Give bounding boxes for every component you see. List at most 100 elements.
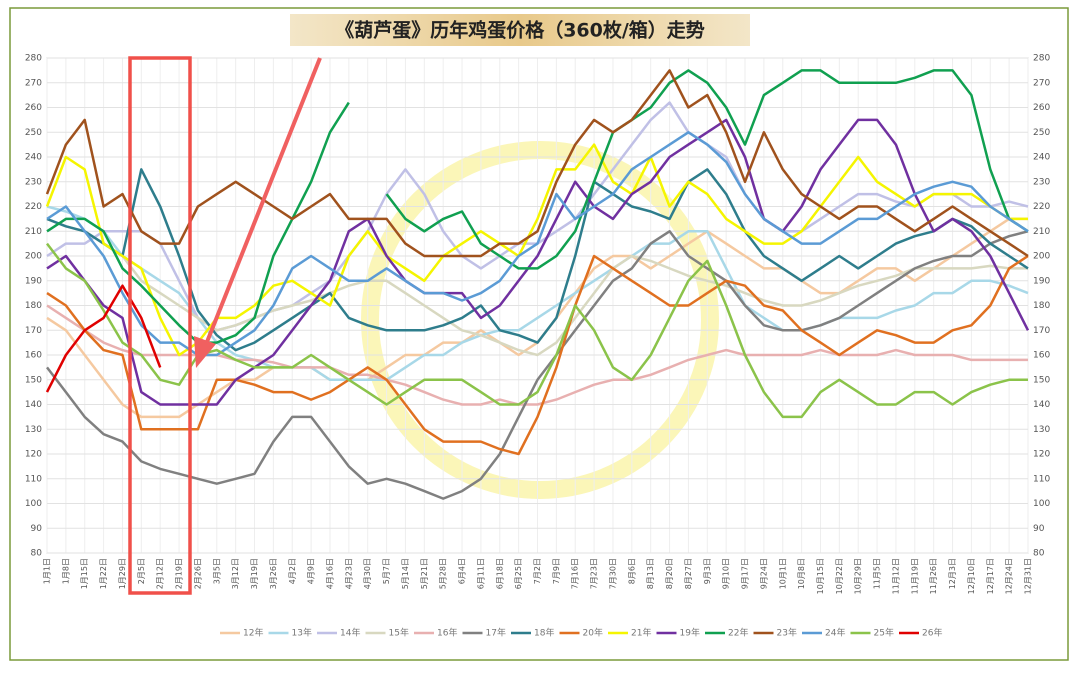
y-tick-label: 100 bbox=[25, 499, 42, 509]
y-tick-label: 140 bbox=[25, 400, 42, 410]
x-tick-label: 5月21日 bbox=[420, 558, 429, 589]
y2-tick-label: 220 bbox=[1033, 202, 1050, 212]
x-tick-label: 4月9日 bbox=[307, 558, 316, 584]
y2-tick-label: 150 bbox=[1033, 375, 1050, 385]
arrow-head bbox=[194, 336, 216, 368]
y2-tick-label: 180 bbox=[1033, 301, 1050, 311]
x-tick-label: 2月19日 bbox=[175, 558, 184, 589]
x-tick-label: 11月19日 bbox=[910, 558, 919, 594]
x-tick-label: 8月6日 bbox=[627, 558, 636, 584]
x-tick-label: 2月26日 bbox=[193, 558, 202, 589]
y2-tick-label: 270 bbox=[1033, 78, 1050, 88]
y2-tick-label: 240 bbox=[1033, 153, 1050, 163]
series-line bbox=[45, 143, 1028, 357]
x-tick-label: 4月23日 bbox=[344, 558, 353, 589]
y-tick-label: 190 bbox=[25, 276, 42, 286]
series-line bbox=[46, 242, 1028, 419]
x-tick-label: 8月13日 bbox=[646, 558, 655, 589]
legend-label: 12年 bbox=[243, 627, 263, 639]
x-tick-label: 8月27日 bbox=[684, 558, 693, 589]
legend-label: 14年 bbox=[340, 627, 360, 639]
legend-label: 19年 bbox=[680, 627, 700, 639]
x-tick-label: 11月5日 bbox=[873, 558, 882, 589]
y-tick-label: 150 bbox=[25, 375, 42, 385]
plot: 80 80 90 90 100 100 110 110 120 120 130 130 140 140 15… bbox=[25, 54, 1051, 639]
x-tick-label: 9月17日 bbox=[741, 558, 750, 589]
chart-title: 《葫芦蛋》历年鸡蛋价格（360枚/箱）走势 bbox=[335, 19, 705, 42]
x-tick-label: 6月11日 bbox=[476, 558, 485, 589]
x-tick-label: 10月29日 bbox=[854, 558, 863, 594]
x-tick-label: 4月30日 bbox=[363, 558, 372, 589]
y-tick-label: 210 bbox=[25, 227, 42, 237]
legend-label: 20年 bbox=[583, 627, 603, 639]
legend-label: 18年 bbox=[534, 627, 554, 639]
x-tick-label: 1月29日 bbox=[118, 558, 127, 589]
x-tick-label: 1月8日 bbox=[61, 558, 70, 584]
x-tick-label: 6月4日 bbox=[458, 558, 467, 584]
y2-tick-label: 170 bbox=[1033, 326, 1050, 336]
y2-tick-label: 140 bbox=[1033, 400, 1050, 410]
y2-tick-label: 230 bbox=[1033, 177, 1050, 187]
legend-label: 24年 bbox=[825, 627, 845, 639]
x-tick-label: 10月8日 bbox=[797, 558, 806, 589]
y-tick-label: 110 bbox=[25, 474, 42, 484]
frame bbox=[9, 7, 1069, 661]
x-tick-label: 9月3日 bbox=[703, 558, 712, 584]
x-tick-label: 11月12日 bbox=[891, 558, 900, 594]
y2-tick-label: 130 bbox=[1033, 425, 1050, 435]
x-tick-label: 5月14日 bbox=[401, 558, 410, 589]
y2-tick-label: 160 bbox=[1033, 351, 1050, 361]
y-tick-label: 120 bbox=[25, 450, 42, 460]
legend-label: 17年 bbox=[486, 627, 506, 639]
x-tick-label: 7月2日 bbox=[533, 558, 542, 584]
y-tick-label: 230 bbox=[25, 177, 42, 187]
x-tick-label: 3月12日 bbox=[231, 558, 240, 589]
y-tick-label: 240 bbox=[25, 153, 42, 163]
legend-label: 23年 bbox=[777, 627, 797, 639]
y2-tick-label: 190 bbox=[1033, 276, 1050, 286]
x-tick-label: 7月23日 bbox=[590, 558, 599, 589]
x-tick-label: 10月1日 bbox=[778, 558, 787, 589]
x-tick-label: 6月18日 bbox=[495, 558, 504, 589]
x-tick-label: 5月28日 bbox=[439, 558, 448, 589]
y-tick-label: 130 bbox=[25, 425, 42, 435]
x-tick-label: 4月2日 bbox=[288, 558, 297, 584]
y-tick-label: 280 bbox=[25, 54, 42, 64]
x-tick-label: 7月30日 bbox=[608, 558, 617, 589]
y-tick-label: 90 bbox=[31, 524, 43, 534]
legend-label: 25年 bbox=[874, 627, 894, 639]
highlight-box bbox=[128, 56, 192, 595]
series-line bbox=[46, 230, 1029, 500]
y-tick-label: 160 bbox=[25, 351, 42, 361]
y2-tick-label: 80 bbox=[1033, 549, 1045, 559]
x-tick-label: 10月22日 bbox=[835, 558, 844, 594]
x-tick-label: 7月9日 bbox=[552, 558, 561, 584]
x-tick-label: 2月12日 bbox=[156, 558, 165, 589]
y-tick-label: 170 bbox=[25, 326, 42, 336]
legend-label: 15年 bbox=[389, 627, 409, 639]
x-tick-label: 1月22日 bbox=[99, 558, 108, 589]
x-tick-label: 3月5日 bbox=[212, 558, 221, 584]
y-tick-label: 80 bbox=[31, 549, 43, 559]
x-tick-label: 12月3日 bbox=[948, 558, 957, 589]
y-tick-label: 180 bbox=[25, 301, 42, 311]
y2-tick-label: 200 bbox=[1033, 252, 1050, 262]
x-tick-label: 7月16日 bbox=[571, 558, 580, 589]
x-tick-label: 1月1日 bbox=[43, 558, 52, 584]
y2-tick-label: 260 bbox=[1033, 103, 1050, 113]
y2-tick-label: 120 bbox=[1033, 450, 1050, 460]
series-line bbox=[46, 254, 1029, 456]
x-tick-label: 12月10日 bbox=[967, 558, 976, 594]
x-tick-label: 8月20日 bbox=[665, 558, 674, 589]
x-tick-label: 9月10日 bbox=[722, 558, 731, 589]
x-tick-label: 11月26日 bbox=[929, 558, 938, 594]
y2-tick-label: 250 bbox=[1033, 128, 1050, 138]
y-tick-label: 220 bbox=[25, 202, 42, 212]
y-tick-label: 260 bbox=[25, 103, 42, 113]
series-line bbox=[45, 284, 162, 393]
x-tick-label: 3月19日 bbox=[250, 558, 259, 589]
title-box bbox=[290, 14, 750, 46]
x-tick-label: 12月17日 bbox=[986, 558, 995, 594]
x-tick-label: 3月26日 bbox=[269, 558, 278, 589]
